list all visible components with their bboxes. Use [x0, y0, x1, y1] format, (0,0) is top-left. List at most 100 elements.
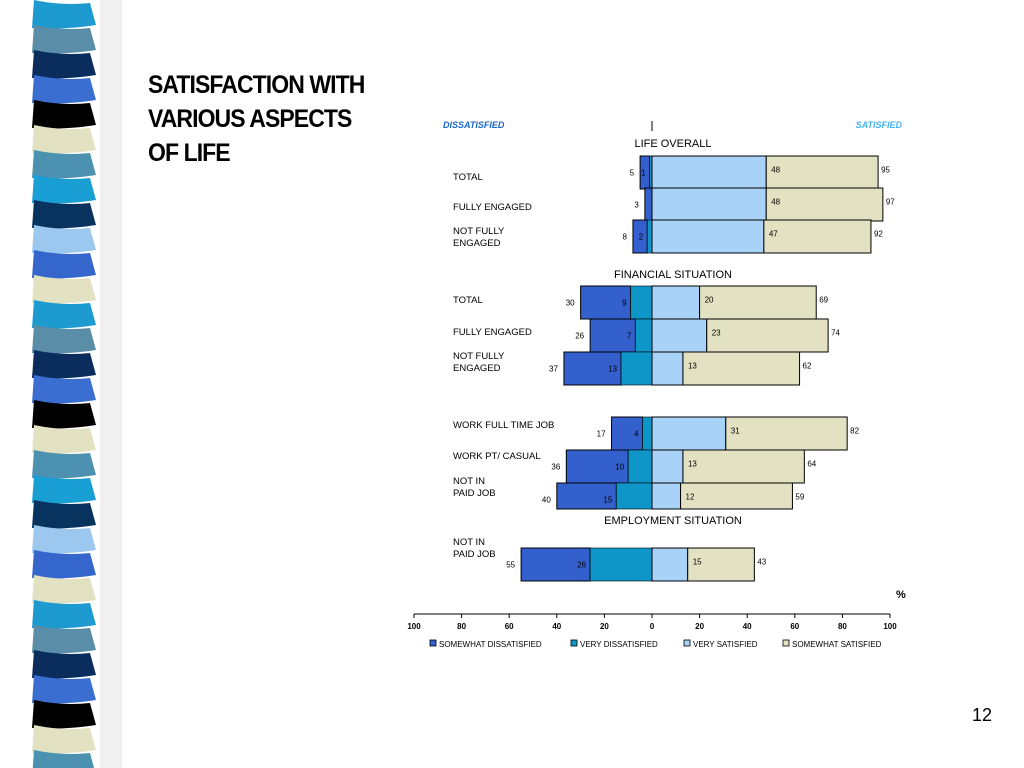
value-satisfied-total: 82 — [850, 427, 859, 436]
x-axis-tick-label: 40 — [552, 622, 561, 631]
bar-very-satisfied — [651, 318, 708, 353]
bar-very-satisfied — [651, 547, 689, 582]
page-number: 12 — [971, 705, 992, 725]
value-satisfied-total: 92 — [874, 230, 883, 239]
row-label: WORK PT/ CASUAL — [453, 451, 541, 462]
band-stripe — [32, 150, 96, 179]
x-axis-tick-label: 20 — [600, 622, 609, 631]
bar-very-satisfied — [651, 187, 767, 222]
decorative-side-band — [32, 0, 122, 768]
row-label: ENGAGED — [453, 238, 501, 249]
bar-somewhat-dissatisfied — [611, 416, 643, 451]
value-very-satisfied: 48 — [771, 198, 780, 207]
band-stripe — [32, 125, 96, 154]
slide-title-line-1: SATISFACTION WITH — [148, 71, 365, 99]
band-stripe — [32, 175, 96, 204]
slide-title-line-3: OF LIFE — [148, 139, 231, 167]
x-axis-tick-label: 0 — [650, 622, 655, 631]
row-label: WORK FULL TIME JOB — [453, 420, 554, 431]
x-axis-tick-label: 40 — [743, 622, 752, 631]
band-stripe — [32, 450, 96, 479]
bar-very-dissatisfied — [646, 219, 653, 254]
bar-very-satisfied — [651, 285, 701, 320]
band-stripe — [32, 200, 96, 229]
row-label: NOT IN — [453, 476, 485, 487]
value-very-satisfied: 13 — [688, 460, 697, 469]
band-stripe — [32, 25, 96, 54]
bar-somewhat-dissatisfied — [563, 351, 622, 386]
slide-title: SATISFACTION WITH VARIOUS ASPECTS OF LIF… — [148, 68, 387, 170]
value-very-dissatisfied: 15 — [603, 496, 612, 505]
bar-somewhat-satisfied — [687, 547, 755, 582]
band-stripe — [32, 225, 96, 254]
band-stripe — [32, 300, 96, 329]
band-stripe — [32, 675, 96, 704]
row-label: NOT IN — [453, 537, 485, 548]
band-stripe — [32, 600, 96, 629]
value-satisfied-total: 59 — [795, 493, 804, 502]
bar-very-dissatisfied — [630, 285, 653, 320]
bar-very-satisfied — [651, 351, 684, 386]
band-stripe — [32, 625, 96, 654]
value-satisfied-total: 64 — [807, 460, 816, 469]
band-stripe — [32, 350, 96, 379]
value-satisfied-total: 69 — [819, 296, 828, 305]
band-stripe — [32, 575, 96, 604]
value-dissatisfied-total: 8 — [623, 233, 628, 242]
value-dissatisfied-total: 3 — [634, 201, 639, 210]
bar-very-dissatisfied — [635, 318, 653, 353]
row-label: NOT FULLY — [453, 226, 505, 237]
value-satisfied-total: 43 — [757, 558, 766, 567]
bar-somewhat-satisfied — [680, 482, 793, 510]
bar-somewhat-satisfied — [706, 318, 829, 353]
value-dissatisfied-total: 30 — [566, 299, 575, 308]
x-axis-tick-label: 100 — [407, 622, 421, 631]
legend-swatch — [429, 639, 437, 647]
value-very-satisfied: 47 — [769, 230, 778, 239]
row-label: TOTAL — [453, 295, 483, 306]
bar-somewhat-dissatisfied — [580, 285, 632, 320]
band-stripe — [32, 50, 96, 79]
band-stripe — [32, 550, 96, 579]
legend-swatch — [570, 639, 578, 647]
bar-somewhat-satisfied — [763, 219, 872, 254]
value-very-satisfied: 15 — [693, 558, 702, 567]
bar-very-dissatisfied — [627, 449, 653, 484]
x-axis-tick-label: 80 — [838, 622, 847, 631]
satisfied-label: SATISFIED — [856, 120, 903, 130]
bar-very-satisfied — [651, 416, 727, 451]
bar-somewhat-satisfied — [765, 187, 884, 222]
value-dissatisfied-total: 36 — [551, 463, 560, 472]
band-stripe — [32, 525, 96, 554]
value-very-dissatisfied: 4 — [634, 430, 639, 439]
x-axis-tick-label: 60 — [790, 622, 799, 631]
band-stripe — [32, 400, 96, 429]
band-stripe — [32, 475, 96, 504]
band-stripe — [32, 375, 96, 404]
value-very-satisfied: 31 — [731, 427, 740, 436]
x-axis-tick-label: 60 — [505, 622, 514, 631]
legend-swatch — [782, 639, 790, 647]
section-title: LIFE OVERALL — [634, 138, 711, 150]
band-stripe — [32, 75, 96, 104]
legend-label: VERY SATISFIED — [693, 640, 758, 649]
value-dissatisfied-total: 5 — [630, 169, 635, 178]
row-label: PAID JOB — [453, 549, 496, 560]
value-satisfied-total: 62 — [803, 362, 812, 371]
value-very-dissatisfied: 13 — [608, 365, 617, 374]
value-very-dissatisfied: 26 — [577, 561, 586, 570]
x-axis-tick-label: 80 — [457, 622, 466, 631]
legend-label: VERY DISSATISFIED — [580, 640, 658, 649]
value-dissatisfied-total: 40 — [542, 496, 551, 505]
value-satisfied-total: 74 — [831, 329, 840, 338]
bar-somewhat-satisfied — [682, 449, 805, 484]
bar-somewhat-satisfied — [725, 416, 848, 451]
bar-very-satisfied — [651, 155, 767, 190]
value-satisfied-total: 97 — [886, 198, 895, 207]
legend-label: SOMEWHAT SATISFIED — [792, 640, 882, 649]
bar-somewhat-dissatisfied — [520, 547, 591, 582]
x-axis-tick-label: 20 — [695, 622, 704, 631]
bar-very-dissatisfied — [589, 547, 653, 582]
value-very-satisfied: 23 — [712, 329, 721, 338]
bar-somewhat-satisfied — [682, 351, 801, 386]
